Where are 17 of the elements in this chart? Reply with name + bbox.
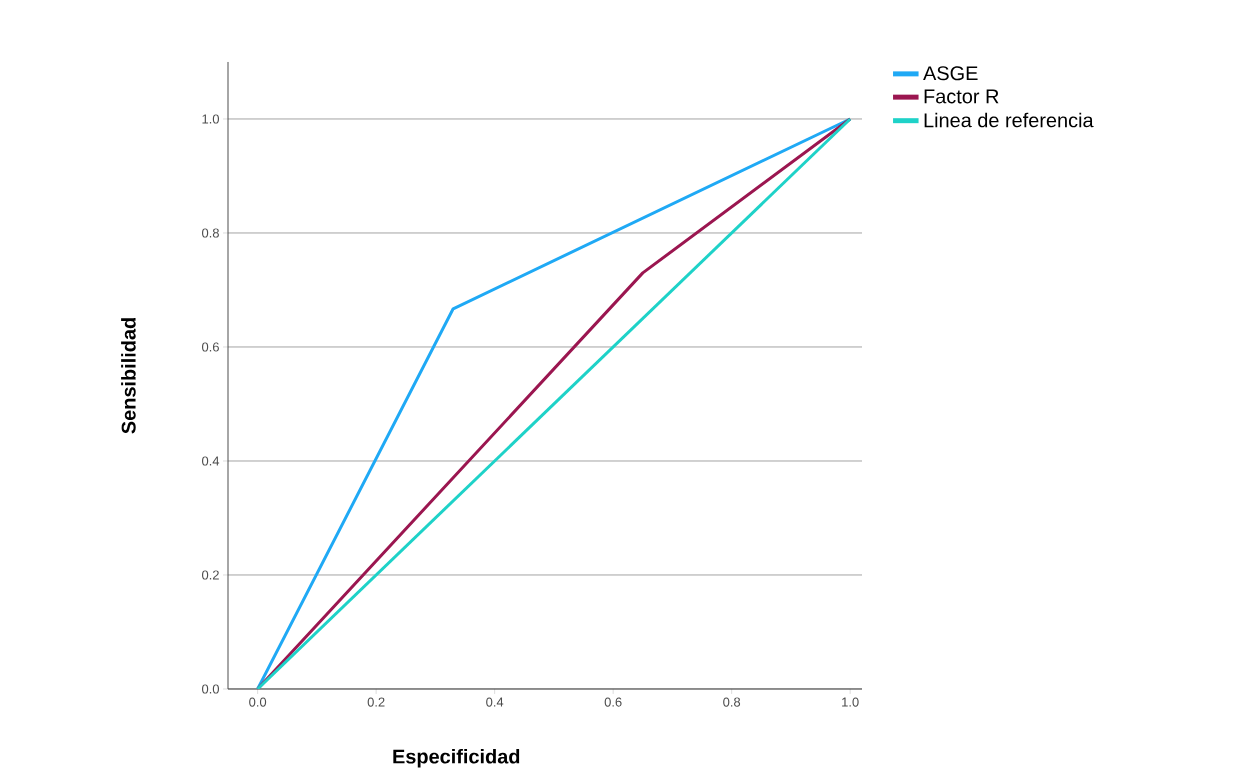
x-tick-label: 0.6 — [604, 697, 622, 707]
legend-label: ASGE — [923, 66, 978, 81]
y-tick-label: 0.0 — [202, 684, 220, 694]
y-tick-label: 0.6 — [202, 342, 219, 352]
x-axis-title: Especificidad — [393, 748, 520, 768]
y-tick-label: 0.4 — [202, 456, 220, 466]
legend-label: Linea de referencia — [924, 112, 1094, 128]
x-tick-label: 0.0 — [249, 697, 267, 707]
x-tick-label: 0.2 — [367, 697, 385, 707]
y-tick-label: 0.8 — [202, 228, 219, 238]
y-axis-title: Sensibilidad — [121, 318, 136, 434]
y-tick-label: 0.2 — [202, 570, 219, 580]
x-tick-label: 0.8 — [723, 697, 741, 707]
y-tick-label: 1.0 — [202, 114, 220, 124]
x-tick-label: 0.4 — [486, 697, 504, 707]
x-tick-label: 1.0 — [842, 697, 859, 707]
legend-label: Factor R — [924, 89, 999, 104]
